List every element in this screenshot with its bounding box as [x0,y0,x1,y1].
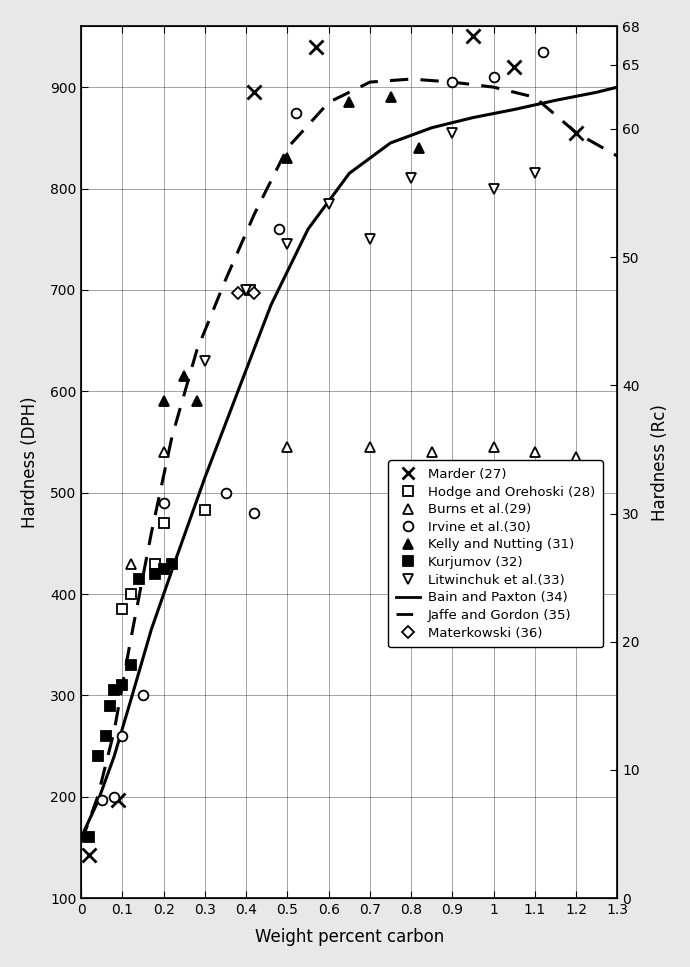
Legend: Marder (27), Hodge and Orehoski (28), Burns et al.(29), Irvine et al.(30), Kelly: Marder (27), Hodge and Orehoski (28), Bu… [388,460,603,648]
X-axis label: Weight percent carbon: Weight percent carbon [255,928,444,946]
Y-axis label: Hardness (Rc): Hardness (Rc) [651,404,669,520]
Y-axis label: Hardness (DPH): Hardness (DPH) [21,396,39,528]
